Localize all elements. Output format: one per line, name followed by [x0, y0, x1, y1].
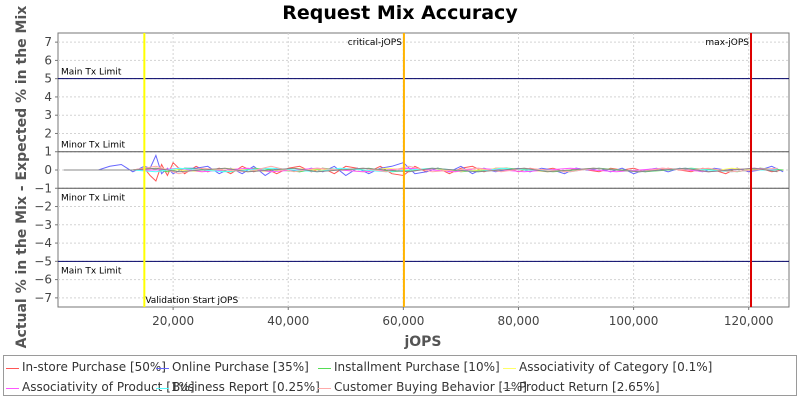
- y-tick-label: −6: [34, 273, 52, 287]
- limit-label: Minor Tx Limit: [61, 141, 126, 151]
- legend-swatch: [503, 388, 516, 389]
- y-tick-label: −3: [34, 218, 52, 232]
- series-line: [63, 167, 778, 173]
- legend-label: In-store Purchase [50%]: [22, 360, 166, 374]
- y-tick-label: 5: [44, 72, 52, 86]
- legend-swatch: [156, 368, 169, 369]
- x-tick-label: 40,000: [267, 314, 309, 328]
- x-tick-label: 80,000: [497, 314, 539, 328]
- y-tick-label: −4: [34, 236, 52, 250]
- series-line: [63, 165, 778, 175]
- limit-label: Main Tx Limit: [61, 68, 122, 78]
- legend-swatch: [503, 368, 516, 369]
- x-tick-label: 20,000: [152, 314, 194, 328]
- chart-title: Request Mix Accuracy: [282, 2, 518, 24]
- legend-label: Customer Buying Behavior [1%]: [334, 380, 527, 394]
- x-tick-label: 120,000: [724, 314, 774, 328]
- legend-swatch: [318, 368, 331, 369]
- marker-label: critical-jOPS: [348, 38, 402, 48]
- legend-label: Business Report [0.25%]: [172, 380, 320, 394]
- y-tick-label: 2: [44, 126, 52, 140]
- legend-label: Product Return [2.65%]: [519, 380, 660, 394]
- y-tick-label: 6: [44, 53, 52, 67]
- y-tick-label: 4: [44, 90, 52, 104]
- y-tick-label: 7: [44, 35, 52, 49]
- legend-swatch: [6, 388, 19, 389]
- y-tick-label: −2: [34, 200, 52, 214]
- y-tick-label: −5: [34, 254, 52, 268]
- y-tick-label: 3: [44, 108, 52, 122]
- legend-label: Associativity of Category [0.1%]: [519, 360, 713, 374]
- marker-label: Validation Start jOPS: [145, 296, 238, 306]
- marker-label: max-jOPS: [705, 38, 749, 48]
- y-axis-title: Actual % in the Mix - Expected % in the …: [14, 6, 30, 349]
- x-axis-title: jOPS: [403, 334, 441, 350]
- legend-label: Installment Purchase [10%]: [334, 360, 500, 374]
- x-tick-label: 100,000: [609, 314, 659, 328]
- chart-legend: In-store Purchase [50%] Online Purchase […: [3, 355, 797, 396]
- chart-plot: −7 −6 −5 −4 −3 −2 −1 0 1 2 3 4 5 6 7 20,000 40,000 60,000…: [14, 6, 790, 350]
- y-tick-label: −7: [34, 291, 52, 305]
- legend-swatch: [156, 388, 169, 389]
- y-tick-label: 0: [44, 163, 52, 177]
- y-tick-label: 1: [44, 145, 52, 159]
- limit-label: Minor Tx Limit: [61, 193, 126, 203]
- y-tick-label: −1: [34, 181, 52, 195]
- legend-label: Associativity of Product [1%]: [22, 380, 195, 394]
- limit-label: Main Tx Limit: [61, 266, 122, 276]
- legend-label: Online Purchase [35%]: [172, 360, 309, 374]
- legend-swatch: [6, 368, 19, 369]
- legend-swatch: [318, 388, 331, 389]
- x-tick-label: 60,000: [382, 314, 424, 328]
